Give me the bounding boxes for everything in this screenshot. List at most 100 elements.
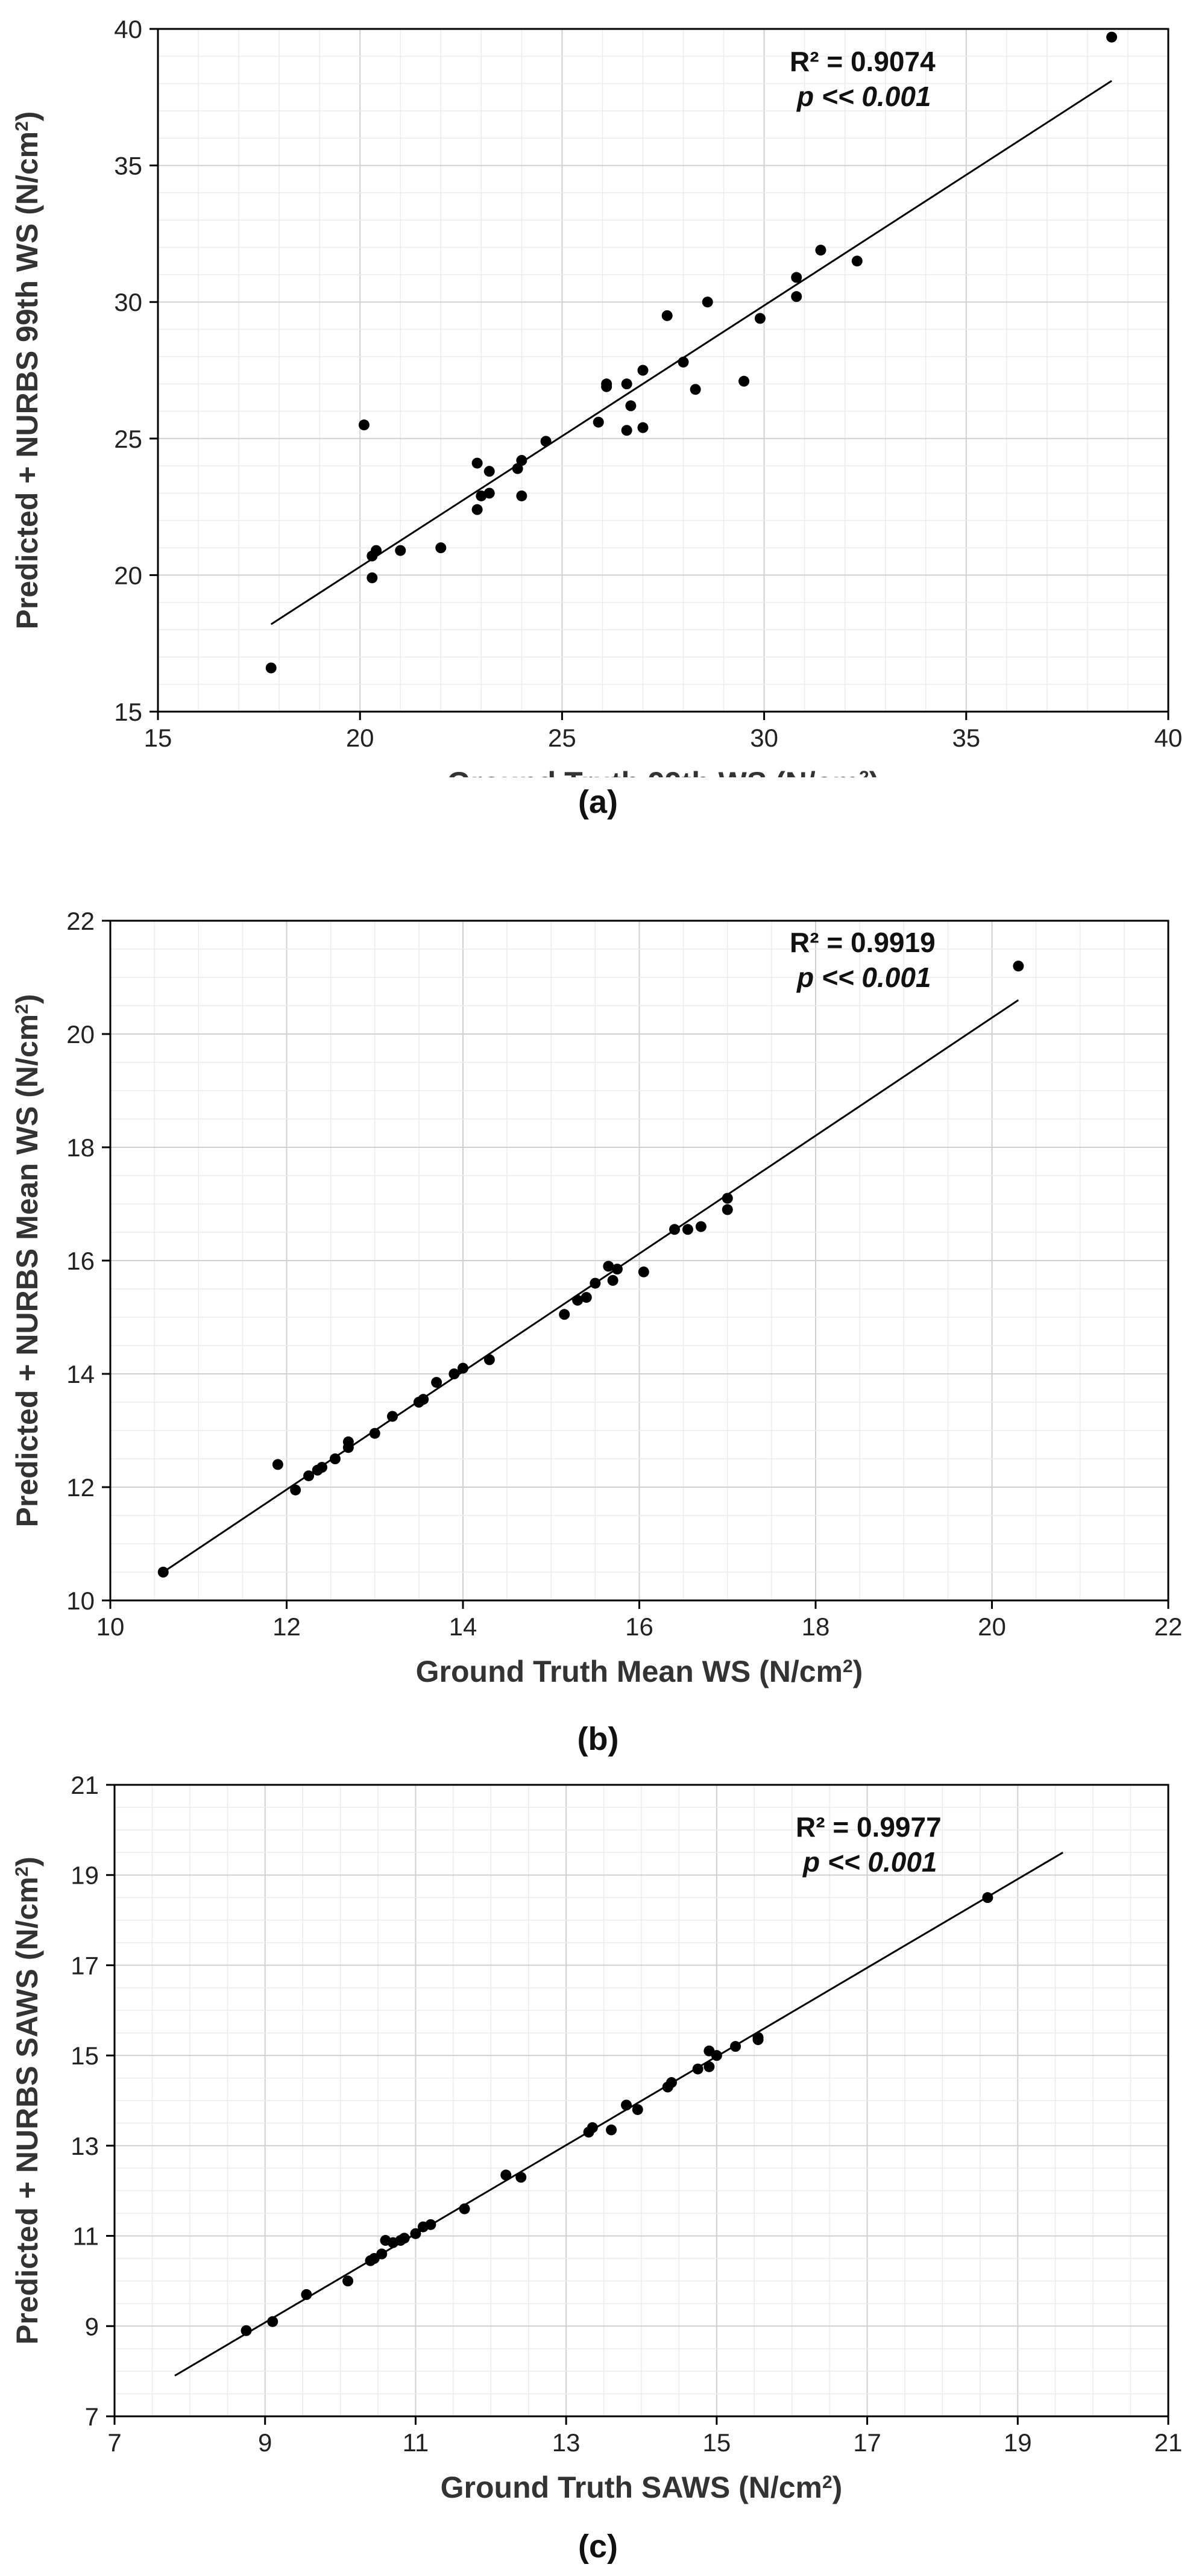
plot-area-border	[157, 28, 1169, 713]
data-point	[1013, 961, 1024, 972]
data-point	[638, 1266, 649, 1277]
data-point	[483, 487, 495, 499]
data-point	[722, 1192, 733, 1204]
y-tick-label: 19	[71, 1861, 99, 1890]
data-point	[241, 2325, 252, 2336]
y-axis-ticks: 10 12 14 16 18 20 22	[66, 907, 110, 1615]
data-point	[593, 416, 604, 428]
data-point	[601, 378, 612, 390]
y-tick-label: 20	[66, 1020, 95, 1048]
data-point	[301, 2289, 312, 2300]
data-point	[815, 245, 826, 256]
data-points	[241, 1892, 993, 2336]
x-tick-label: 17	[853, 2428, 881, 2457]
x-tick-label: 10	[96, 1612, 125, 1641]
chart-panel-b: 10 12 14 16 18 20 22 10 12 14 16 18 20 22 Ground Truth…	[10, 907, 1183, 1688]
x-axis-title: Ground Truth Mean WS (N/cm2)	[416, 1655, 863, 1688]
y-tick-label: 15	[71, 2042, 99, 2070]
data-point	[678, 356, 689, 368]
data-point	[703, 2061, 715, 2072]
data-point	[342, 2275, 354, 2287]
data-point	[603, 1261, 614, 1272]
x-tick-label: 40	[1154, 724, 1183, 752]
data-point	[621, 425, 632, 436]
r-squared-annotation: R² = 0.9074	[790, 46, 936, 77]
data-point	[702, 296, 713, 308]
data-point	[435, 542, 447, 554]
data-point	[329, 1453, 341, 1464]
y-axis-ticks: 7 9 11 13 15 17 19 21	[71, 1771, 115, 2431]
x-tick-label: 35	[952, 724, 980, 752]
x-tick-label: 25	[548, 724, 576, 752]
y-tick-label: 30	[114, 288, 142, 316]
data-point	[738, 375, 750, 387]
data-point	[752, 2032, 764, 2043]
data-point	[267, 2316, 279, 2327]
y-tick-label: 18	[66, 1133, 95, 1162]
panel-label-c: (c)	[578, 2528, 618, 2565]
data-point	[367, 572, 378, 583]
panel-label-a: (a)	[578, 784, 618, 820]
data-point	[290, 1484, 301, 1496]
x-tick-label: 11	[403, 2428, 429, 2457]
data-point	[791, 272, 802, 283]
data-point	[1106, 31, 1118, 43]
r-squared-annotation: R² = 0.9919	[790, 927, 936, 958]
data-point	[471, 457, 483, 469]
data-point	[690, 384, 701, 395]
x-tick-label: 21	[1154, 2428, 1183, 2457]
x-tick-label: 14	[449, 1612, 477, 1641]
data-point	[483, 466, 495, 477]
x-tick-label: 13	[552, 2428, 581, 2457]
y-tick-label: 10	[66, 1587, 95, 1615]
data-point	[611, 1264, 623, 1275]
x-axis-title: Ground Truth SAWS (N/cm2)	[441, 2471, 843, 2504]
data-point	[692, 2063, 703, 2075]
data-point	[607, 1274, 618, 1286]
data-point	[851, 255, 863, 267]
x-axis-ticks: 15 20 25 30 35 40	[144, 712, 1183, 752]
data-points	[157, 961, 1024, 1578]
data-point	[632, 2104, 643, 2115]
y-tick-label: 17	[71, 1951, 99, 1979]
data-point	[722, 1204, 733, 1215]
data-point	[425, 2219, 436, 2230]
y-tick-label: 11	[72, 2222, 99, 2251]
data-points	[265, 31, 1118, 674]
data-point	[982, 1892, 993, 1904]
data-point	[590, 1277, 601, 1289]
data-point	[157, 1567, 169, 1578]
data-point	[666, 2077, 677, 2089]
y-tick-label: 40	[114, 15, 142, 43]
y-tick-label: 21	[71, 1771, 99, 1799]
p-value-annotation: p << 0.001	[796, 962, 931, 993]
x-tick-label: 30	[750, 724, 778, 752]
data-point	[387, 1411, 398, 1422]
chart-panel-c: 7 9 11 13 15 17 19 21 7 9 11 13 15 17 19 21 Ground Truth…	[10, 1771, 1183, 2504]
data-point	[572, 1294, 584, 1306]
data-point	[371, 545, 382, 556]
data-point	[682, 1224, 693, 1235]
x-axis-ticks: 10 12 14 16 18 20 22	[96, 1600, 1183, 1641]
data-point	[471, 504, 483, 515]
x-tick-label: 22	[1154, 1612, 1183, 1641]
data-point	[661, 310, 673, 321]
plot-area-border	[113, 1784, 1169, 2418]
data-point	[342, 1436, 354, 1447]
data-point	[376, 2248, 388, 2260]
data-point	[754, 313, 766, 324]
data-point	[459, 2203, 470, 2214]
data-point	[410, 2228, 421, 2239]
y-tick-label: 25	[114, 425, 142, 453]
data-point	[606, 2124, 617, 2136]
y-tick-label: 14	[66, 1360, 95, 1388]
data-point	[730, 2041, 741, 2052]
y-tick-label: 12	[66, 1473, 95, 1502]
data-point	[791, 291, 802, 302]
data-point	[621, 378, 632, 390]
data-point	[512, 463, 523, 474]
trendline	[174, 1851, 1063, 2377]
p-value-annotation: p << 0.001	[802, 1846, 937, 1878]
x-tick-label: 19	[1004, 2428, 1032, 2457]
data-point	[621, 2099, 632, 2111]
